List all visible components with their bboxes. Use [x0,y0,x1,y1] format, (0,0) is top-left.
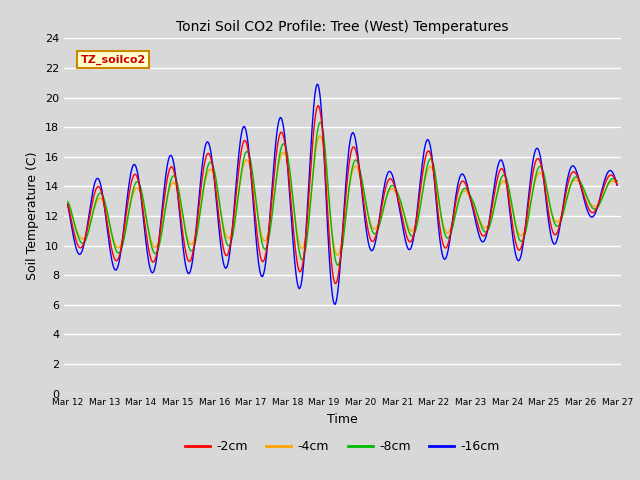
Legend: -2cm, -4cm, -8cm, -16cm: -2cm, -4cm, -8cm, -16cm [180,435,505,458]
Text: TZ_soilco2: TZ_soilco2 [81,54,146,65]
Y-axis label: Soil Temperature (C): Soil Temperature (C) [26,152,39,280]
Title: Tonzi Soil CO2 Profile: Tree (West) Temperatures: Tonzi Soil CO2 Profile: Tree (West) Temp… [176,21,509,35]
X-axis label: Time: Time [327,413,358,426]
